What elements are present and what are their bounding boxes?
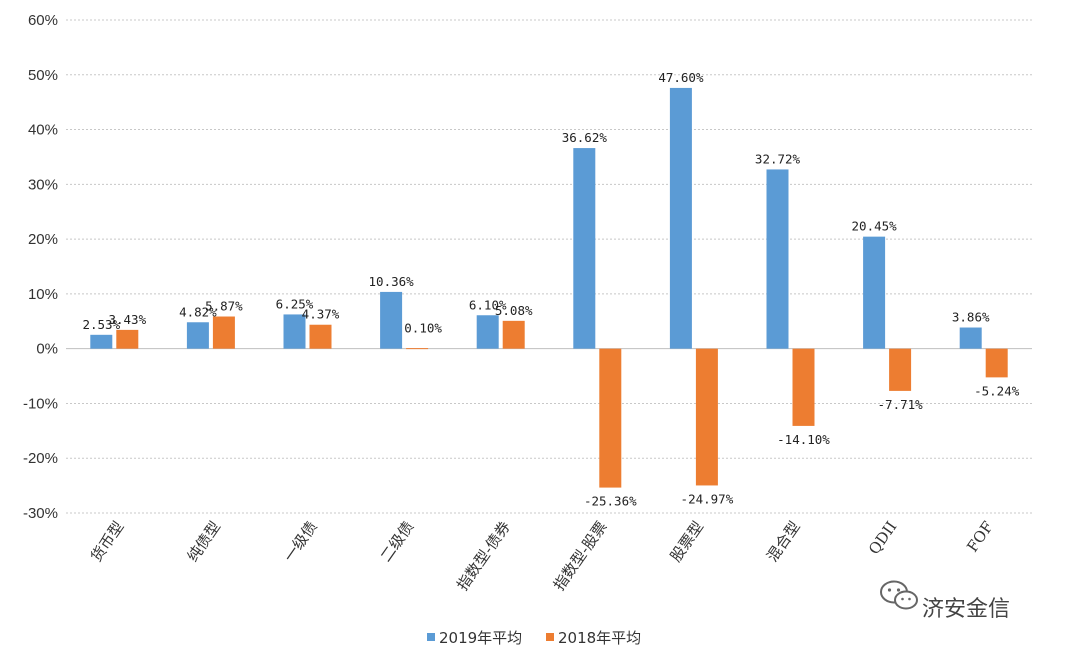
y-tick-label: 60% [28,12,58,29]
bar-2018 [695,348,718,486]
bar-2018 [502,320,525,349]
bar-2019 [90,334,113,349]
bar-2019 [476,315,499,349]
bar-2018 [406,348,429,350]
x-tick-label: 指数型-股票 [550,518,611,594]
bar-2019 [573,148,596,349]
x-tick-label: 货币型 [87,518,128,565]
x-tick-label: 纯债型 [184,518,225,565]
bar-2018 [116,329,139,349]
x-tick-label: FOF [963,518,997,555]
data-label: -24.97% [681,491,734,506]
data-label: 20.45% [852,219,898,234]
legend-swatch [546,633,554,641]
y-axis: 60% 50% 40% 30% 20% 10% 0% -10% -20% -30% [23,12,58,522]
data-label: 36.62% [562,130,608,145]
data-label: 6.10% [469,297,507,312]
data-label: 3.43% [108,312,146,327]
wechat-icon [880,580,918,610]
bar-2018 [792,348,815,426]
legend-label: 2019年平均 [439,629,522,647]
bar-2018 [599,348,622,488]
legend-swatch [427,633,435,641]
data-label: 6.25% [276,296,314,311]
x-tick-label: 一级债 [280,518,321,565]
x-tick-label: QDII [865,518,901,558]
x-axis: 货币型 纯债型 一级债 二级债 指数型-债券 指数型-股票 股票型 混合型 QDII FOF [87,518,997,594]
data-label: 3.86% [952,310,990,325]
data-label: 32.72% [755,151,801,166]
data-label: 2.53% [82,317,120,332]
y-tick-label: 30% [28,176,58,193]
bar-2018 [985,348,1008,378]
data-label: 4.37% [302,307,340,322]
data-label: 10.36% [369,274,415,289]
watermark-text: 济安金信 [922,597,1010,622]
bar-2019 [863,236,886,349]
y-tick-label: 50% [28,67,58,84]
x-tick-label: 混合型 [763,518,804,565]
bar-2018 [309,324,332,349]
bar-2019 [766,169,789,349]
y-tick-label: 20% [28,231,58,248]
data-label: 0.10% [404,321,442,336]
y-tick-label: -30% [23,505,58,522]
bar-2018 [889,348,912,391]
bar-2019 [669,87,692,349]
y-tick-label: -10% [23,395,58,412]
x-tick-label: 二级债 [377,518,418,565]
bar-2018 [212,316,235,349]
data-label: -25.36% [584,494,637,509]
bar-2019 [959,327,982,349]
data-labels: 2.53% 4.82% 6.25% 10.36% 6.10% 36.62% 47.60% 32… [82,70,1019,509]
x-tick-label: 指数型-债券 [453,518,514,594]
data-label: 4.82% [179,304,217,319]
y-tick-label: -20% [23,450,58,467]
data-label: -7.71% [878,397,924,412]
gridlines [66,19,1032,514]
bars [90,87,1008,488]
bar-2019 [283,314,306,349]
legend: 2019年平均 2018年平均 [427,629,641,647]
data-label: 5.87% [205,299,243,314]
x-tick-label: 股票型 [667,518,708,565]
data-label: -14.10% [777,432,830,447]
data-label: 47.60% [658,70,704,85]
data-label: 5.08% [495,303,533,318]
bar-2019 [186,322,209,349]
y-tick-label: 0% [36,341,58,358]
bar-2019 [380,291,403,349]
y-tick-label: 40% [28,122,58,139]
legend-label: 2018年平均 [558,629,641,647]
watermark: 济安金信 [880,580,1010,622]
y-tick-label: 10% [28,286,58,303]
data-label: -5.24% [974,383,1020,398]
